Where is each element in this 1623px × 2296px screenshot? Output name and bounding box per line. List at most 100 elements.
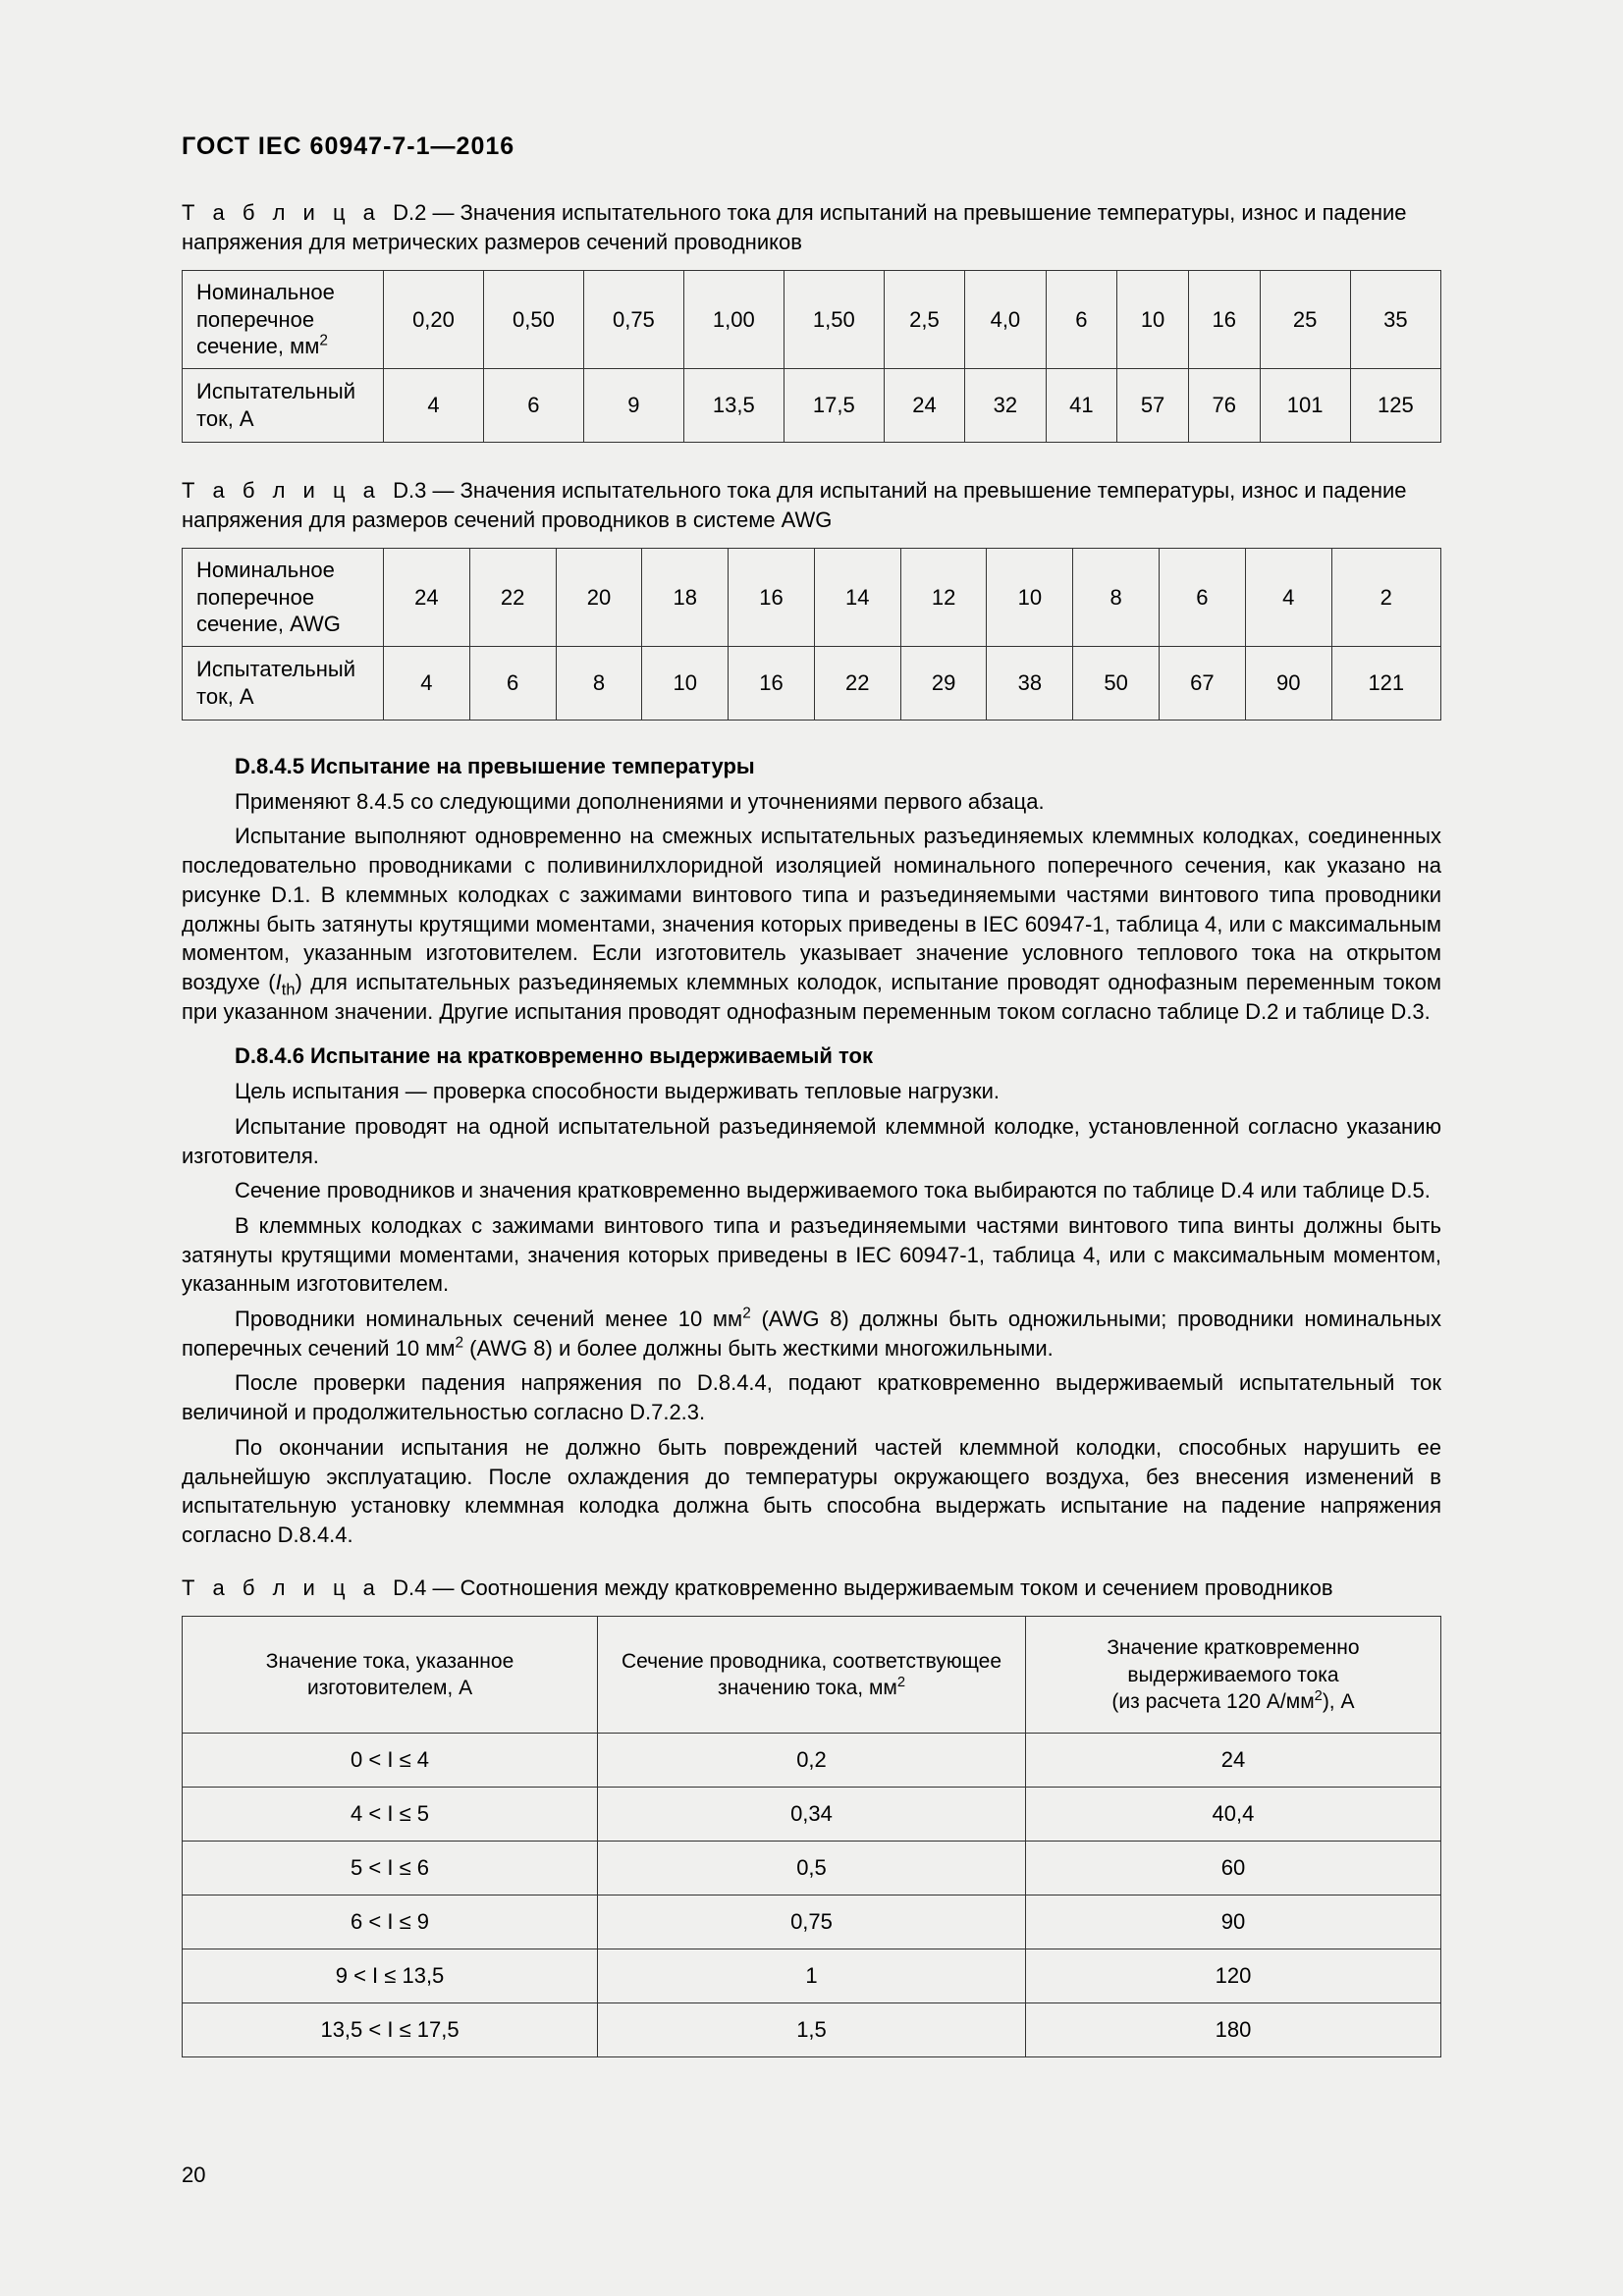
cell: 5 < I ≤ 6 [183,1842,598,1896]
cell: 6 [1160,549,1246,647]
table-row: Номинальное поперечное сечение, AWG 24 2… [183,549,1441,647]
cell: 8 [556,646,642,720]
cell: 6 [469,646,556,720]
cell: 10 [1117,271,1189,369]
cell: 16 [729,646,815,720]
cell: 0,34 [598,1788,1026,1842]
table-d4-caption: Т а б л и ц а D.4 — Соотношения между кр… [182,1574,1441,1603]
cell: 90 [1245,646,1331,720]
cell: 24 [1025,1734,1440,1788]
cell: 60 [1025,1842,1440,1896]
paragraph: По окончании испытания не должно быть по… [182,1433,1441,1550]
page-number: 20 [182,2163,205,2188]
cell: 50 [1073,646,1160,720]
paragraph: Сечение проводников и значения кратковре… [182,1176,1441,1205]
cell: 6 [483,368,583,442]
page: ГОСТ IEC 60947-7-1—2016 Т а б л и ц а D.… [0,0,1623,2296]
cell: 67 [1160,646,1246,720]
caption-code: D.2 [393,200,426,225]
col-header: Сечение проводника, соответствующее знач… [598,1617,1026,1734]
cell: 0,75 [598,1896,1026,1949]
cell: 4 [1245,549,1331,647]
col-header: Значение тока, указанное изготовителем, … [183,1617,598,1734]
cell: 10 [987,549,1073,647]
cell: 1 [598,1949,1026,2003]
cell: 13,5 < I ≤ 17,5 [183,2003,598,2057]
row-label: Испытательный ток, А [183,646,384,720]
document-header: ГОСТ IEC 60947-7-1—2016 [182,133,1441,161]
caption-text: — Соотношения между кратковременно выдер… [433,1575,1333,1600]
table-d3: Номинальное поперечное сечение, AWG 24 2… [182,548,1441,721]
cell: 32 [965,368,1046,442]
cell: 10 [642,646,729,720]
cell: 9 < I ≤ 13,5 [183,1949,598,2003]
table-row: 9 < I ≤ 13,5 1 120 [183,1949,1441,2003]
cell: 57 [1117,368,1189,442]
cell: 8 [1073,549,1160,647]
cell: 0,2 [598,1734,1026,1788]
cell: 120 [1025,1949,1440,2003]
caption-code: D.3 [393,478,426,503]
cell: 0,20 [384,271,484,369]
cell: 1,5 [598,2003,1026,2057]
caption-code: D.4 [393,1575,426,1600]
paragraph: Применяют 8.4.5 со следующими дополнения… [182,787,1441,817]
table-d2-caption: Т а б л и ц а D.2 — Значения испытательн… [182,198,1441,256]
cell: 13,5 [683,368,784,442]
cell: 24 [384,549,470,647]
table-row: 0 < I ≤ 4 0,2 24 [183,1734,1441,1788]
cell: 2 [1331,549,1440,647]
cell: 9 [583,368,683,442]
section-heading-d846: D.8.4.6 Испытание на кратковременно выде… [182,1043,1441,1069]
cell: 6 < I ≤ 9 [183,1896,598,1949]
caption-prefix: Т а б л и ц а [182,478,381,503]
table-d2: Номинальное поперечное сечение, мм2 0,20… [182,270,1441,443]
cell: 4 < I ≤ 5 [183,1788,598,1842]
cell: 4 [384,368,484,442]
cell: 40,4 [1025,1788,1440,1842]
cell: 1,50 [784,271,884,369]
cell: 38 [987,646,1073,720]
row-label: Номинальное поперечное сечение, мм2 [183,271,384,369]
paragraph: Испытание выполняют одновременно на смеж… [182,822,1441,1026]
cell: 121 [1331,646,1440,720]
cell: 0,5 [598,1842,1026,1896]
table-d4: Значение тока, указанное изготовителем, … [182,1616,1441,2057]
paragraph: Проводники номинальных сечений менее 10 … [182,1305,1441,1362]
cell: 35 [1350,271,1440,369]
cell: 22 [814,646,900,720]
row-label: Испытательный ток, А [183,368,384,442]
col-header: Значение кратковременно выдерживаемого т… [1025,1617,1440,1734]
table-row: Номинальное поперечное сечение, мм2 0,20… [183,271,1441,369]
paragraph: Цель испытания — проверка способности вы… [182,1077,1441,1106]
cell: 17,5 [784,368,884,442]
cell: 76 [1188,368,1260,442]
table-header-row: Значение тока, указанное изготовителем, … [183,1617,1441,1734]
cell: 14 [814,549,900,647]
cell: 2,5 [884,271,964,369]
cell: 12 [900,549,987,647]
section-heading-d845: D.8.4.5 Испытание на превышение температ… [182,754,1441,779]
table-row: 13,5 < I ≤ 17,5 1,5 180 [183,2003,1441,2057]
cell: 41 [1046,368,1117,442]
cell: 6 [1046,271,1117,369]
table-row: 4 < I ≤ 5 0,34 40,4 [183,1788,1441,1842]
cell: 16 [1188,271,1260,369]
cell: 24 [884,368,964,442]
cell: 0,75 [583,271,683,369]
cell: 22 [469,549,556,647]
table-row: 5 < I ≤ 6 0,5 60 [183,1842,1441,1896]
paragraph: После проверки падения напряжения по D.8… [182,1368,1441,1426]
cell: 0 < I ≤ 4 [183,1734,598,1788]
cell: 125 [1350,368,1440,442]
table-row: 6 < I ≤ 9 0,75 90 [183,1896,1441,1949]
cell: 180 [1025,2003,1440,2057]
paragraph: Испытание проводят на одной испытательно… [182,1112,1441,1170]
cell: 90 [1025,1896,1440,1949]
table-d3-caption: Т а б л и ц а D.3 — Значения испытательн… [182,476,1441,534]
cell: 18 [642,549,729,647]
cell: 25 [1260,271,1350,369]
table-row: Испытательный ток, А 4 6 8 10 16 22 29 3… [183,646,1441,720]
caption-prefix: Т а б л и ц а [182,200,381,225]
cell: 20 [556,549,642,647]
